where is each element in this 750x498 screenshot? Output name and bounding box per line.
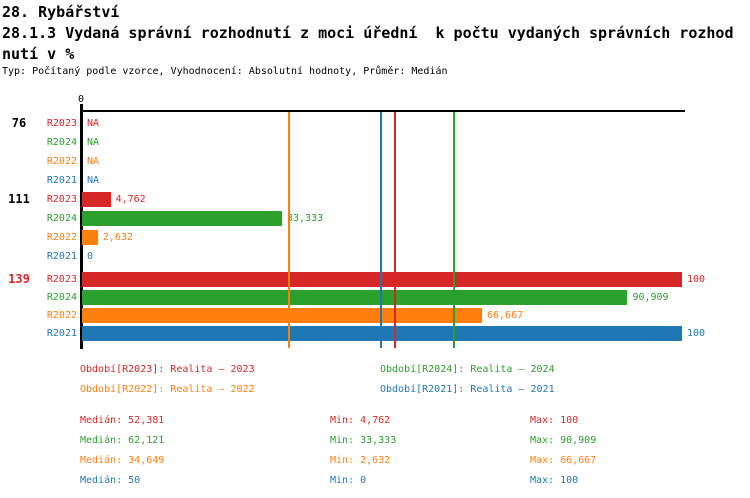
stat-max: Max: 90,909 xyxy=(530,435,597,446)
bar-value-label: 100 xyxy=(687,274,706,285)
series-label: R2021 xyxy=(46,251,77,262)
group-label: 76 xyxy=(11,116,27,130)
series-label: R2023 xyxy=(46,194,77,205)
series-label: R2022 xyxy=(46,156,77,167)
bar-row: R2021 NA xyxy=(0,171,750,190)
bar xyxy=(82,211,282,226)
stat-median: Medián: 62,121 xyxy=(80,435,165,446)
bar-row: R2022 2,632 xyxy=(0,228,750,247)
stat-max: Max: 66,667 xyxy=(530,455,597,466)
bar-value-label: NA xyxy=(87,156,100,167)
bar-row: R2021 0 xyxy=(0,247,750,266)
series-label: R2021 xyxy=(46,328,77,339)
bar-row: 111 R2023 4,762 xyxy=(0,190,750,209)
bar-row: R2024 90,909 xyxy=(0,288,750,307)
bar-row: 139 R2023 100 xyxy=(0,270,750,289)
group-label: 111 xyxy=(8,192,30,206)
legend-item-r2024: Období[R2024]: Realita – 2024 xyxy=(380,364,555,375)
bar-value-label: 0 xyxy=(87,251,94,262)
bar-value-label: 100 xyxy=(687,328,706,339)
series-label: R2024 xyxy=(46,137,77,148)
bar xyxy=(82,272,682,287)
bar-row: R2022 66,667 xyxy=(0,306,750,325)
bar-row: R2024 33,333 xyxy=(0,209,750,228)
bar-row: R2022 NA xyxy=(0,152,750,171)
stat-median: Medián: 34,649 xyxy=(80,455,165,466)
chart-title-line1: 28. Rybářství xyxy=(2,3,120,21)
bar-row: R2024 NA xyxy=(0,133,750,152)
stat-min: Min: 4,762 xyxy=(330,415,391,426)
median-line-r2022 xyxy=(287,112,290,348)
bar-value-label: 66,667 xyxy=(487,310,524,321)
median-line-r2024 xyxy=(452,112,455,348)
stat-max: Max: 100 xyxy=(530,475,579,486)
stat-min: Min: 33,333 xyxy=(330,435,397,446)
series-label: R2024 xyxy=(46,213,77,224)
median-line-r2023 xyxy=(394,112,397,348)
bar-value-label: 2,632 xyxy=(102,232,133,243)
legend-item-r2021: Období[R2021]: Realita – 2021 xyxy=(380,384,555,395)
x-axis-line xyxy=(80,110,685,112)
bar-value-label: NA xyxy=(87,175,100,186)
series-label: R2023 xyxy=(46,274,77,285)
bar-value-label: NA xyxy=(87,137,100,148)
bar-row: R2021 100 xyxy=(0,324,750,343)
series-label: R2021 xyxy=(46,175,77,186)
stat-median: Medián: 50 xyxy=(80,475,141,486)
series-label: R2022 xyxy=(46,310,77,321)
bar xyxy=(82,308,482,323)
series-label: R2022 xyxy=(46,232,77,243)
bar xyxy=(82,192,111,207)
bar-row: 76 R2023 NA xyxy=(0,114,750,133)
group-label: 139 xyxy=(8,272,30,286)
bar-value-label: 33,333 xyxy=(286,213,324,224)
y-axis-line xyxy=(80,104,83,349)
bar xyxy=(82,326,682,341)
bar-value-label: NA xyxy=(87,118,100,129)
bar xyxy=(82,290,628,305)
axis-zero-tick-label: 0 xyxy=(77,94,85,105)
legend-item-r2022: Období[R2022]: Realita – 2022 xyxy=(80,384,255,395)
bar-value-label: 4,762 xyxy=(115,194,146,205)
bar xyxy=(82,230,98,245)
series-label: R2023 xyxy=(46,118,77,129)
stat-min: Min: 0 xyxy=(330,475,367,486)
stat-min: Min: 2,632 xyxy=(330,455,391,466)
bar-value-label: 90,909 xyxy=(632,292,669,303)
chart-title-line3: nutí v % xyxy=(2,45,75,63)
median-line-r2021 xyxy=(380,112,382,348)
stat-max: Max: 100 xyxy=(530,415,579,426)
legend-item-r2023: Období[R2023]: Realita – 2023 xyxy=(80,364,255,375)
chart-subtitle: Typ: Počítaný podle vzorce, Vyhodnocení:… xyxy=(2,66,448,77)
series-label: R2024 xyxy=(46,292,77,303)
chart-title-line2: 28.1.3 Vydaná správní rozhodnutí z moci … xyxy=(2,24,734,42)
stat-median: Medián: 52,381 xyxy=(80,415,165,426)
